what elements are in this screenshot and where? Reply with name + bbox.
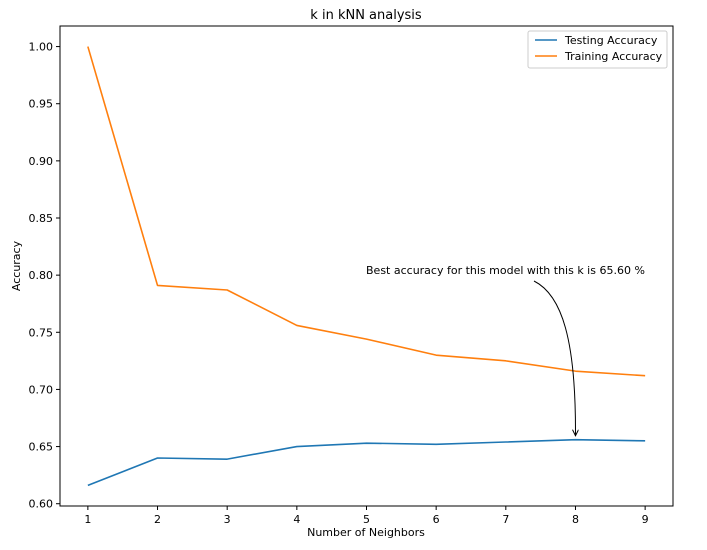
annotation-arrow <box>533 280 575 436</box>
x-tick-label: 8 <box>572 513 579 526</box>
legend-label-testing: Testing Accuracy <box>564 34 658 47</box>
x-tick-label: 4 <box>293 513 300 526</box>
legend: Testing Accuracy Training Accuracy <box>527 30 668 69</box>
y-tick-label: 0.90 <box>29 155 54 168</box>
best-accuracy-annotation: Best accuracy for this model with this k… <box>366 264 645 277</box>
x-tick-label: 6 <box>433 513 440 526</box>
legend-box <box>527 30 668 69</box>
x-axis-title: Number of Neighbors <box>307 526 425 539</box>
x-tick-label: 3 <box>224 513 231 526</box>
x-tick-label: 5 <box>363 513 370 526</box>
x-tick-label: 1 <box>84 513 91 526</box>
annotation-layer: Best accuracy for this model with this k… <box>366 264 645 436</box>
x-tick-label: 7 <box>502 513 509 526</box>
y-tick-label: 0.75 <box>29 326 54 339</box>
x-tick-label: 2 <box>154 513 161 526</box>
x-tick-label: 9 <box>642 513 649 526</box>
y-axis-title: Accuracy <box>10 240 23 291</box>
x-axis-ticks: 1 2 3 4 5 6 7 8 9 <box>84 506 649 526</box>
testing-accuracy-line <box>87 438 646 487</box>
y-tick-label: 1.00 <box>29 41 54 54</box>
y-tick-label: 0.95 <box>29 98 54 111</box>
training-accuracy-line <box>87 46 646 377</box>
legend-label-training: Training Accuracy <box>564 50 663 63</box>
y-tick-label: 0.65 <box>29 441 54 454</box>
series-layer <box>87 46 646 487</box>
y-tick-label: 0.70 <box>29 383 54 396</box>
y-tick-label: 0.85 <box>29 212 54 225</box>
y-axis-ticks: 0.60 0.65 0.70 0.75 0.80 0.85 0.90 0.95 1.00 <box>29 41 60 511</box>
chart-title: k in kNN analysis <box>310 8 422 23</box>
y-tick-label: 0.60 <box>29 498 54 511</box>
y-tick-label: 0.80 <box>29 269 54 282</box>
